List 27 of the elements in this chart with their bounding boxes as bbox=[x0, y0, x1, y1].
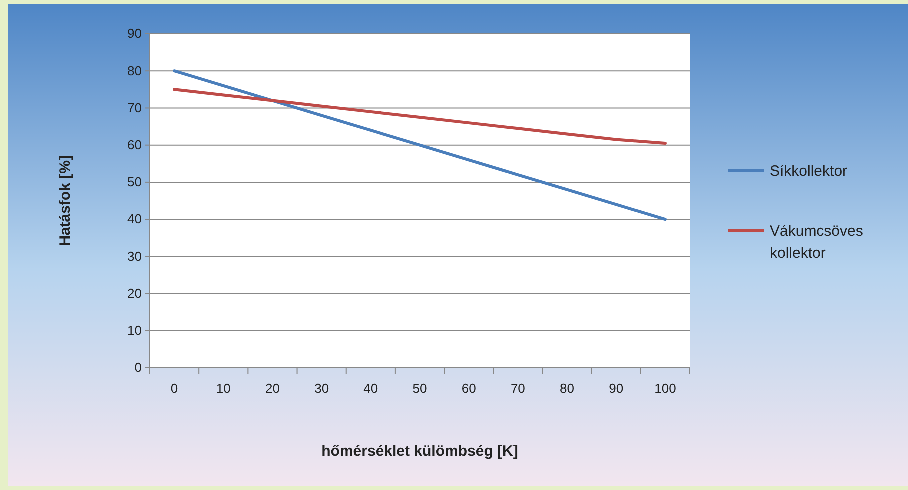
line-series bbox=[173, 70, 667, 222]
y-tick-label: 10 bbox=[128, 323, 142, 338]
y-axis-title: Hatásfok [%] bbox=[57, 156, 74, 246]
y-tick-label: 0 bbox=[134, 360, 142, 376]
x-tick-label: 80 bbox=[560, 381, 575, 396]
x-tick-label: 40 bbox=[364, 381, 378, 396]
legend-label: Vákumcsöves kollektor bbox=[770, 223, 864, 262]
x-tick-label: 60 bbox=[462, 381, 476, 396]
x-tick-label: 10 bbox=[216, 381, 231, 396]
x-tick-label: 90 bbox=[609, 381, 624, 396]
x-tick-label: 70 bbox=[510, 381, 526, 396]
y-tick-label: 60 bbox=[128, 137, 142, 152]
y-tick-label: 20 bbox=[128, 286, 142, 301]
x-axis-title: hőmérséklet külömbség [K] bbox=[322, 443, 518, 460]
legend-label: Síkkollektor bbox=[770, 163, 848, 180]
x-tick-label: 0 bbox=[170, 381, 178, 396]
x-tick-label: 20 bbox=[265, 381, 280, 396]
y-tick-label: 90 bbox=[128, 26, 142, 42]
x-tick-label: 30 bbox=[314, 381, 330, 396]
y-tick-label: 70 bbox=[128, 100, 142, 116]
x-tick-label: 100 bbox=[654, 381, 676, 396]
y-tick-label: 50 bbox=[128, 174, 142, 190]
y-tick-label: 80 bbox=[128, 63, 142, 78]
y-tick-label: 40 bbox=[128, 212, 142, 227]
x-tick-label: 50 bbox=[412, 381, 428, 396]
y-tick-label: 30 bbox=[128, 248, 142, 264]
line-series bbox=[173, 88, 667, 145]
